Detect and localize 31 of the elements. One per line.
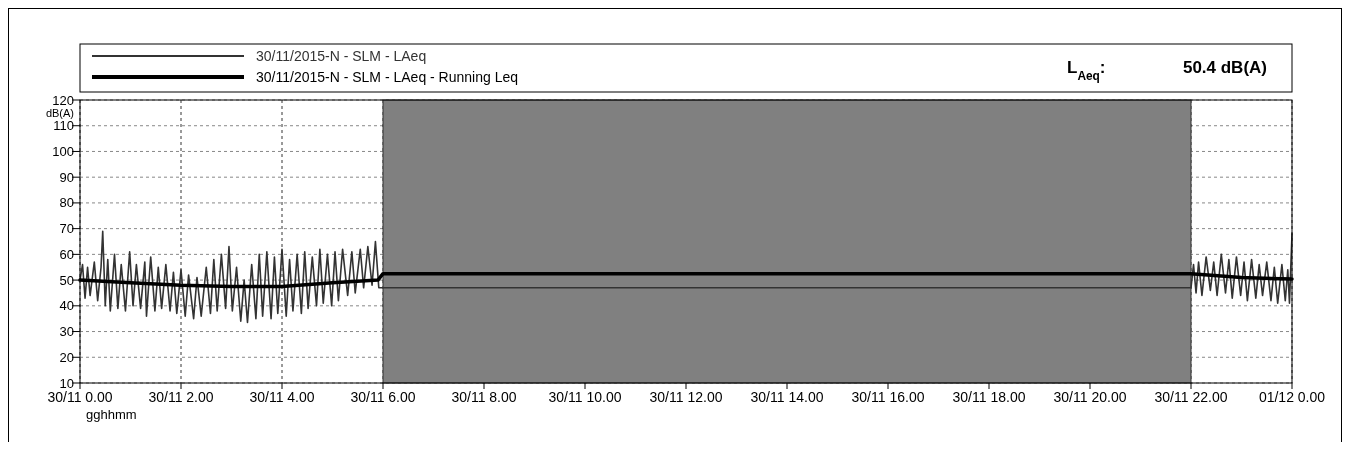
x-tick-label: 30/11 18.00	[952, 389, 1026, 405]
x-tick-label: 30/11 10.00	[548, 389, 622, 405]
text: 50.4 dB(A)	[1182, 58, 1267, 77]
y-tick-label: 10	[59, 375, 74, 391]
text: 30/11/2015-N - SLM - LAeq - Running Leq	[256, 68, 519, 85]
text: 30/11/2015-N - SLM - LAeq	[256, 47, 427, 64]
x-tick-label: 30/11 2.00	[148, 389, 214, 405]
x-tick-label: 30/11 12.00	[649, 389, 723, 405]
x-tick-label: 30/11 20.00	[1053, 389, 1127, 405]
y-tick-label: 50	[59, 272, 74, 288]
y-tick-label: 60	[59, 246, 74, 262]
y-tick-label: 70	[59, 221, 74, 237]
y-tick-label: 90	[59, 169, 74, 185]
y-tick-label: 30	[59, 324, 74, 340]
y-tick-label: 100	[52, 144, 74, 159]
x-tick-label: 30/11 16.00	[851, 389, 925, 405]
x-tick-label: 30/11 4.00	[249, 389, 315, 405]
x-tick-label: 30/11 0.00	[47, 389, 113, 405]
y-tick-label: 120	[52, 92, 74, 108]
x-tick-label: 01/12 0.00	[1258, 389, 1326, 405]
x-tick-label: 30/11 14.00	[750, 389, 824, 405]
y-tick-label: 110	[53, 118, 74, 134]
y-axis-title: dB(A)	[45, 106, 74, 119]
y-tick-label: 40	[59, 298, 74, 314]
x-axis-title: gghhmm	[86, 407, 137, 422]
x-tick-label: 30/11 8.00	[451, 389, 517, 405]
y-tick-label: 20	[59, 349, 74, 365]
y-tick-label: 80	[59, 195, 74, 211]
x-tick-label: 30/11 6.00	[350, 389, 416, 405]
text: L$_{Aeq}$:	[1067, 58, 1106, 83]
x-tick-label: 30/11 22.00	[1154, 389, 1228, 405]
